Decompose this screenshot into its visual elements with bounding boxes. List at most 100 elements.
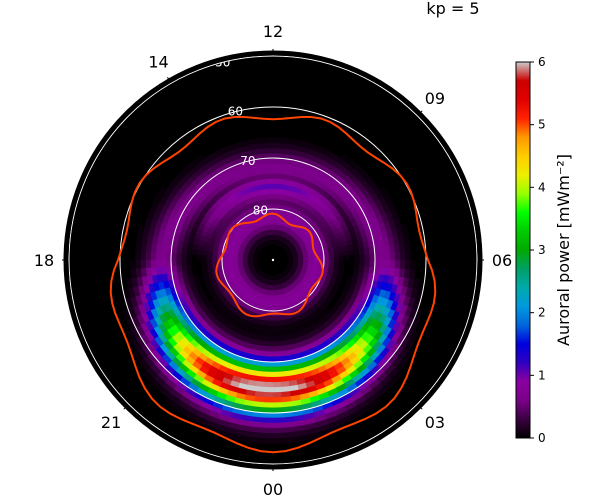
heatmap-cell-1290 [186, 248, 193, 255]
heatmap-cell-791 [328, 259, 335, 265]
heatmap-cell-719 [272, 203, 277, 210]
latitude-circle-60 [119, 106, 427, 414]
heatmap-cell-1772 [160, 259, 167, 268]
heatmap-cell-1006 [277, 188, 283, 195]
pole-marker [271, 258, 275, 262]
hour-label-03: 03 [425, 413, 445, 432]
heatmap-cell-1532 [369, 253, 376, 261]
heatmap-cell-1867 [155, 252, 162, 261]
latitude-label-70: 70 [240, 154, 255, 168]
heatmap-cell-983 [338, 259, 345, 265]
heatmap-cell-1434 [363, 265, 371, 273]
heatmap-cell-1007 [272, 188, 278, 195]
heatmap-cell-2394 [272, 422, 285, 429]
heatmap-cell-1819 [384, 259, 391, 268]
heatmap-cell-2011 [394, 259, 401, 269]
heatmap-cell-2470 [272, 437, 286, 444]
heatmap-cell-431 [272, 218, 276, 225]
colorbar-label: Auroral power [mWm⁻²] [554, 154, 573, 346]
colorbar-tick-label-5: 5 [538, 118, 546, 132]
heatmap-cell-1091 [277, 183, 284, 190]
hour-tick-21 [123, 404, 129, 410]
heatmap-cell-1340 [359, 253, 366, 261]
heatmap-cell-647 [221, 256, 228, 261]
hour-label-00: 00 [263, 480, 283, 499]
heatmap-cell-1461 [260, 162, 268, 170]
heatmap-cell-311 [303, 259, 310, 263]
heatmap-cell-1941 [256, 137, 266, 145]
hour-tick-03 [417, 404, 423, 410]
heatmap-cell-888 [333, 255, 340, 261]
heatmap-cell-1843 [272, 142, 281, 149]
hour-label-06: 06 [492, 251, 512, 270]
heatmap-cell-1628 [374, 252, 381, 261]
heatmap-cell-215 [298, 259, 304, 263]
heatmap-cell-1579 [170, 253, 177, 261]
chart-title: kp = 5 [426, 0, 479, 18]
heatmap-cell-1988 [272, 381, 282, 388]
heatmap-cell-1676 [165, 259, 172, 268]
heatmap-cell-1723 [379, 259, 386, 268]
heatmap-cell-1131 [267, 330, 274, 337]
heatmap-cell-2213 [130, 268, 137, 279]
heatmap-cell-2459 [368, 397, 383, 409]
heatmap-cell-383 [270, 290, 274, 297]
hour-tick-09 [417, 110, 423, 116]
heatmap-cell-2480 [248, 436, 262, 444]
heatmap-cell-1219 [267, 336, 274, 342]
heatmap-cell-1459 [272, 162, 280, 169]
heatmap-cell-1266 [278, 173, 285, 180]
heatmap-cell-1363 [272, 167, 280, 174]
heatmap-cell-1132 [272, 336, 279, 342]
heatmap-cell-1987 [264, 376, 274, 383]
heatmap-cell-911 [272, 193, 278, 200]
heatmap-cell-718 [276, 203, 281, 210]
heatmap-cell-2089 [399, 259, 406, 269]
heatmap-cell-1221 [278, 340, 285, 347]
heatmap-cell-1411 [266, 346, 274, 353]
heatmap-cell-2235 [263, 397, 274, 404]
colorbar-ticks: 0 1 2 3 4 5 6 [530, 55, 546, 445]
heatmap-cell-1365 [260, 168, 268, 175]
heatmap-cell-886 [333, 263, 340, 269]
heatmap-cell-864 [272, 320, 278, 327]
heatmap-cell-455 [231, 257, 238, 261]
heatmap-cell-1410 [260, 345, 268, 352]
heatmap-cell-1915 [389, 259, 396, 269]
heatmap-cell-2026 [340, 153, 352, 164]
heatmap-cell-2066 [272, 386, 282, 393]
heatmap-cell-1436 [364, 253, 371, 261]
heatmap-cell-1069 [343, 254, 350, 261]
heatmap-cell-1603 [266, 356, 274, 363]
heatmap-cell-1218 [262, 335, 269, 342]
hour-label-12: 12 [263, 22, 283, 41]
hour-label-18: 18 [34, 251, 54, 270]
heatmap-cell-191 [271, 280, 274, 286]
heatmap-cell-1389 [181, 265, 188, 273]
heatmap-cell-359 [236, 257, 243, 261]
heatmap-cell-1484 [175, 259, 182, 267]
heatmap-cell-2098 [378, 185, 389, 197]
heatmap-cell-1435 [364, 259, 371, 267]
heatmap-cell-1747 [272, 147, 281, 154]
heatmap-cell-1341 [358, 247, 365, 255]
heatmap-cell-1243 [354, 259, 361, 266]
heatmap-cell-2158 [402, 232, 410, 244]
heatmap-cell-1387 [180, 253, 187, 261]
heatmap-cell-1293 [186, 265, 193, 272]
heatmap-cell-2161 [136, 232, 144, 244]
heatmap-cell-2393 [262, 417, 274, 424]
heatmap-cell-671 [269, 305, 274, 312]
heatmap-cell-1485 [175, 265, 183, 273]
heatmap-cell-1030 [201, 250, 208, 256]
heatmap-cell-1820 [384, 252, 391, 261]
latitude-circle-80 [221, 208, 325, 312]
heatmap-cell-1339 [359, 259, 366, 267]
heatmap-cell-1317 [278, 345, 286, 352]
heatmap-cell-287 [270, 285, 274, 291]
latitude-label-80: 80 [253, 204, 268, 218]
heatmap-cell-2041 [145, 251, 152, 261]
heatmap-cell-1268 [267, 172, 274, 179]
heatmap-cell-1604 [272, 361, 281, 368]
